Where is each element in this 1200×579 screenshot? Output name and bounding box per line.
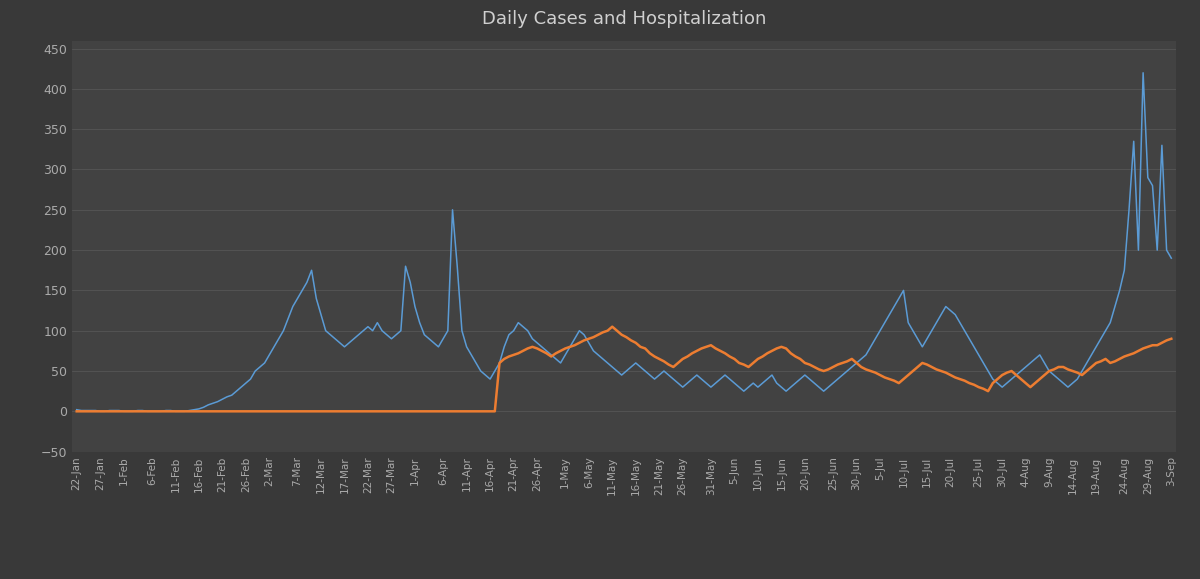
Daily Hospitalization	[1164, 335, 1178, 342]
Daily Cases	[1117, 267, 1132, 274]
Daily Cases	[145, 408, 160, 415]
Daily Hospitalization	[70, 408, 84, 415]
Daily Hospitalization	[389, 408, 403, 415]
Daily Hospitalization	[774, 343, 788, 350]
Line: Daily Hospitalization: Daily Hospitalization	[77, 327, 1171, 411]
Daily Cases	[487, 368, 502, 375]
Daily Hospitalization	[140, 408, 155, 415]
Daily Cases	[70, 406, 84, 413]
Title: Daily Cases and Hospitalization: Daily Cases and Hospitalization	[482, 10, 766, 28]
Daily Cases	[394, 327, 408, 334]
Daily Hospitalization	[482, 408, 497, 415]
Daily Cases	[774, 384, 788, 391]
Daily Cases	[1164, 255, 1178, 262]
Line: Daily Cases: Daily Cases	[77, 73, 1171, 411]
Daily Cases	[1136, 69, 1151, 76]
Daily Hospitalization	[1117, 353, 1132, 360]
Daily Hospitalization	[605, 323, 619, 330]
Daily Cases	[1108, 303, 1122, 310]
Daily Cases	[92, 408, 107, 415]
Daily Hospitalization	[1108, 358, 1122, 365]
